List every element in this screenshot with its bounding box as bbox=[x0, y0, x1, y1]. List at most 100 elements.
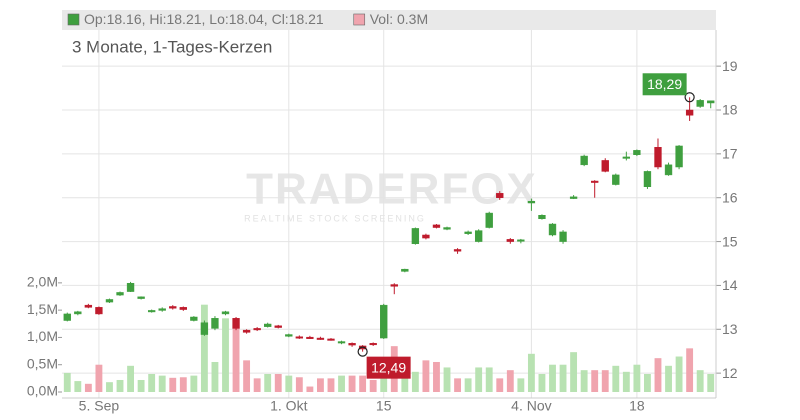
y-tick-label: 16 bbox=[722, 189, 738, 205]
candle-body bbox=[105, 299, 114, 303]
candle-body bbox=[253, 328, 261, 331]
watermark: TRADERFOX bbox=[246, 165, 538, 214]
volume-bar bbox=[707, 373, 715, 392]
candle-body bbox=[591, 180, 599, 183]
volume-bar bbox=[211, 361, 219, 392]
volume-bar bbox=[496, 378, 504, 392]
candle-body bbox=[390, 284, 398, 287]
x-tick-label: 15 bbox=[376, 398, 392, 414]
volume-bar bbox=[295, 377, 303, 392]
candle-body bbox=[274, 325, 282, 328]
volume-bar bbox=[264, 373, 272, 392]
candle-body bbox=[464, 231, 472, 234]
candle-body bbox=[569, 196, 578, 199]
candle-body bbox=[643, 171, 652, 187]
volume-bar bbox=[380, 365, 388, 392]
volume-bar bbox=[538, 373, 546, 392]
volume-bar bbox=[401, 371, 409, 392]
candle-body bbox=[369, 343, 377, 346]
candle-body bbox=[664, 164, 673, 176]
candle-body bbox=[474, 230, 483, 242]
annotation-box bbox=[366, 356, 411, 379]
candle-body bbox=[337, 341, 346, 344]
volume-bar bbox=[74, 381, 82, 392]
volume-bar bbox=[601, 370, 609, 392]
candle-body bbox=[221, 311, 230, 315]
volume-bar bbox=[422, 360, 430, 392]
candle-body bbox=[707, 100, 715, 104]
candle-body bbox=[158, 308, 166, 311]
candle-body bbox=[601, 160, 609, 172]
candle-body bbox=[580, 155, 588, 166]
volume-bar bbox=[169, 377, 177, 392]
candle-body bbox=[348, 343, 356, 346]
volume-bar bbox=[63, 372, 71, 392]
candle-body bbox=[496, 193, 504, 198]
candle-body bbox=[84, 304, 93, 308]
candle-body bbox=[654, 147, 662, 168]
volume-bar bbox=[84, 383, 92, 392]
candle-body bbox=[675, 145, 683, 168]
y2-tick-label: 0,0M bbox=[27, 383, 58, 399]
volume-bar bbox=[686, 348, 694, 392]
volume-bar bbox=[158, 375, 166, 392]
candle-body bbox=[443, 227, 451, 230]
volume-bar bbox=[549, 364, 556, 392]
watermark-sub: REALTIME STOCK SCREENING bbox=[244, 213, 426, 223]
volume-bar bbox=[570, 352, 578, 392]
annotation-marker bbox=[357, 346, 368, 357]
candle-body bbox=[527, 200, 536, 204]
volume-bar bbox=[443, 367, 451, 392]
volume-bar bbox=[559, 364, 567, 392]
candle-body bbox=[74, 311, 82, 315]
y-tick-label: 18 bbox=[722, 102, 738, 118]
candle-body bbox=[696, 100, 704, 107]
volume-bar bbox=[274, 373, 282, 392]
candle-body bbox=[411, 228, 420, 245]
volume-bar bbox=[675, 356, 683, 392]
candle-body bbox=[126, 282, 135, 292]
y-tick-label: 15 bbox=[722, 233, 738, 249]
candle-body bbox=[285, 334, 293, 337]
candle-body bbox=[63, 313, 71, 321]
volume-bar bbox=[622, 371, 630, 392]
x-tick-label: 1. Okt bbox=[270, 398, 307, 414]
volume-bar bbox=[127, 365, 134, 392]
header-bar bbox=[62, 10, 716, 30]
candle-body bbox=[548, 223, 557, 236]
volume-bar bbox=[222, 318, 229, 392]
volume-bar bbox=[359, 375, 367, 392]
volume-bar bbox=[527, 353, 535, 392]
chart-subtitle: 3 Monate, 1-Tages-Kerzen bbox=[72, 37, 272, 56]
volume-bar bbox=[654, 358, 662, 392]
y2-tick-label: 0,5M bbox=[27, 355, 58, 371]
y-tick-label: 12 bbox=[722, 365, 738, 381]
x-tick-label: 4. Nov bbox=[511, 398, 551, 414]
annotation-label: 12,49 bbox=[371, 359, 406, 375]
volume-bar bbox=[338, 375, 345, 392]
annotation-marker bbox=[684, 92, 695, 103]
volume-bar bbox=[148, 373, 156, 392]
candle-body bbox=[422, 234, 430, 239]
candle-body bbox=[242, 329, 251, 333]
candle-body bbox=[401, 268, 409, 272]
volume-bar bbox=[665, 365, 672, 392]
candle-body bbox=[316, 337, 325, 340]
candle-body bbox=[190, 316, 198, 321]
candle-body bbox=[506, 239, 514, 242]
volume-bar bbox=[464, 378, 472, 392]
candle-body bbox=[295, 336, 304, 339]
candle-body bbox=[559, 231, 567, 242]
candle-body bbox=[95, 307, 103, 315]
x-tick-label: 5. Sep bbox=[79, 398, 120, 414]
y2-tick-label: 1,0M bbox=[27, 328, 58, 344]
volume-bar bbox=[580, 370, 588, 392]
volume-bar bbox=[190, 375, 198, 392]
candle-body bbox=[685, 109, 694, 116]
legend-label: Op:18.16, Hi:18.21, Lo:18.04, Cl:18.21 bbox=[84, 11, 324, 27]
candle-body bbox=[453, 249, 462, 252]
legend-swatch bbox=[353, 13, 366, 26]
volume-bar bbox=[591, 370, 599, 392]
candle-body bbox=[232, 318, 240, 329]
